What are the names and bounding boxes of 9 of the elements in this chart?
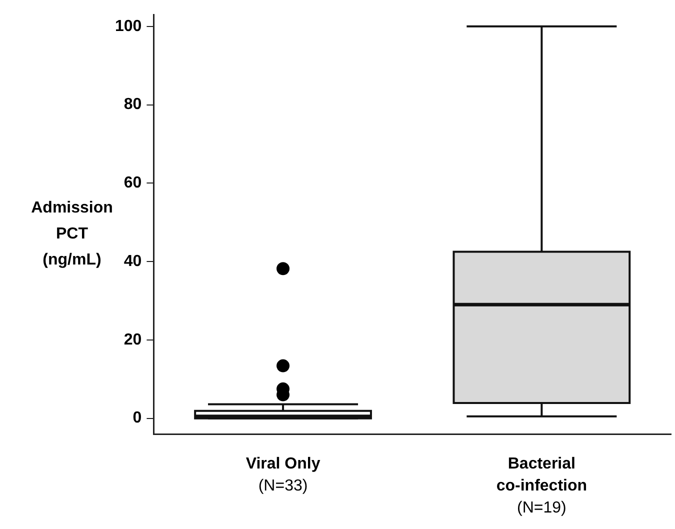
y-tick-label: 20	[124, 331, 142, 348]
y-tick-label: 0	[132, 410, 142, 427]
y-axis-title: Admission PCT (ng/mL)	[31, 200, 113, 269]
y-tick-label: 60	[124, 174, 142, 192]
y-tick-label: 40	[124, 252, 142, 270]
y-tick-label: 80	[124, 96, 142, 114]
y-tick-label: 100	[114, 18, 142, 35]
x-tick-label: Bacterial co-infection (N=19)	[496, 455, 588, 516]
x-tick-label: Viral Only (N=33)	[246, 455, 320, 494]
